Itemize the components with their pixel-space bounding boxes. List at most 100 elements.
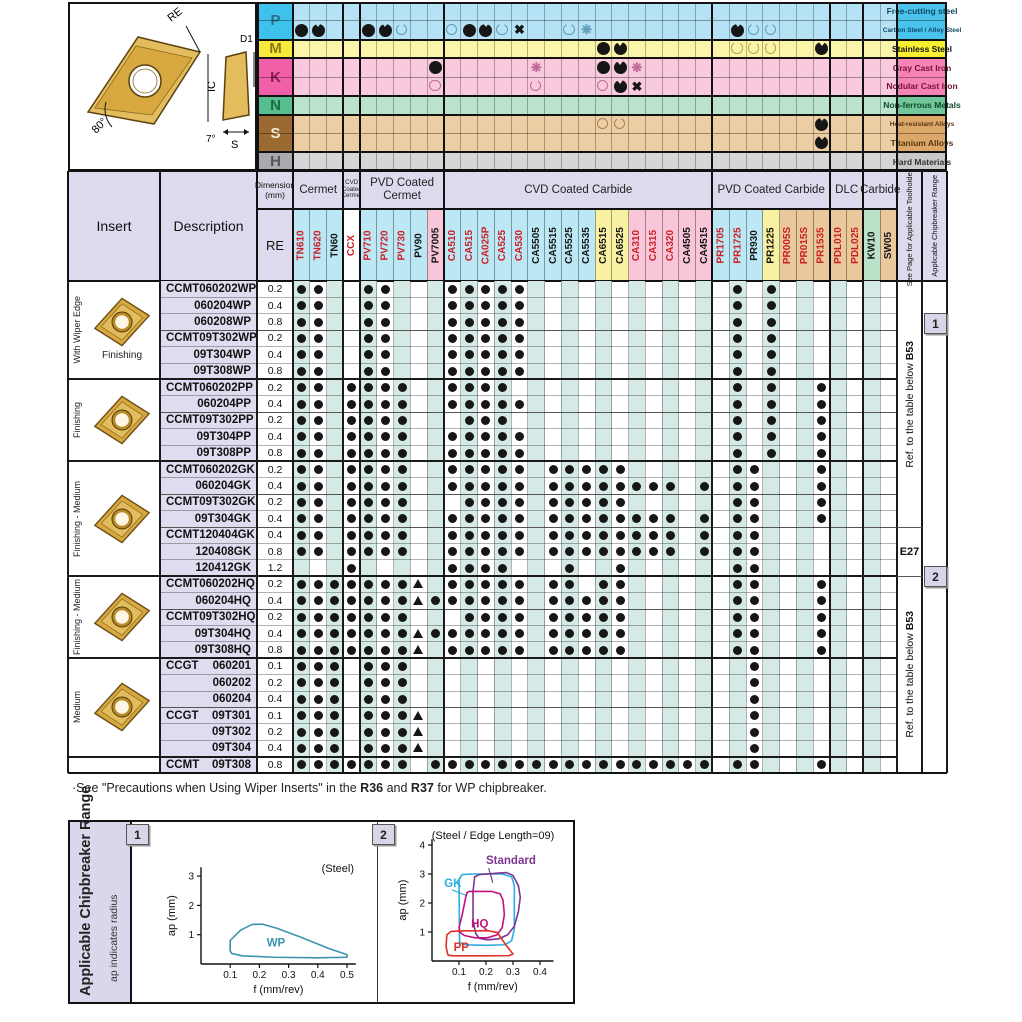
availability-dot [481,596,491,606]
grid-line [160,477,897,479]
footnote-text: ·See "Precautions when Using Wiper Inser… [72,781,361,795]
grade-column-header: PR015S [796,209,814,281]
availability-dot [447,465,457,475]
availability-dot [481,432,491,442]
availability-dot [330,760,340,770]
star-symbol: ✖ [631,78,643,94]
chipbreaker-range-chart: 1 2 3 4 0.1 0.2 0.3 0.4 f (mm/rev) ap (mm) (Steel … [378,822,573,1002]
availability-dot [447,760,457,770]
availability-dot [296,448,306,458]
availability-dot [733,415,743,425]
availability-dot [330,727,340,737]
row-re-value: 0.2 [267,611,283,624]
chart-text: 0.3 [506,967,520,978]
availability-dot [749,547,759,557]
availability-dot [498,497,508,507]
availability-dot [296,432,306,442]
chart-text: Standard [486,855,536,867]
group-divider [68,460,897,463]
insert-group-label: With Wiper Edge [69,281,85,379]
grid-line [812,2,814,171]
availability-dot [364,481,373,491]
availability-dot [565,481,575,491]
availability-triangle [413,743,424,753]
availability-dot [380,350,390,360]
row-re-value: 0.8 [267,758,283,771]
grid-line [493,2,495,171]
availability-dot [464,629,474,639]
availability-dot [481,350,491,360]
availability-dot [330,743,340,753]
availability-dot [481,448,491,458]
availability-dot [498,432,508,442]
availability-dot [481,547,491,557]
grade-name: PR930 [748,229,760,261]
grid-line [342,281,345,773]
grid-line [560,209,562,281]
grid-line [711,171,714,281]
grid-line [409,281,411,773]
availability-dot [481,629,491,639]
chart-text: 4 [419,841,425,852]
availability-dot [347,465,357,475]
row-description: 09T304GK [161,511,256,527]
grid-line [897,526,922,528]
grade-column-header: CA6515 [595,209,612,281]
see-page-note: E27 [897,527,922,576]
symbol-notch [616,59,625,65]
row-description-number: 120404GK [199,529,255,542]
availability-symbol [462,23,476,37]
availability-dot [733,547,743,557]
availability-dot [498,612,508,622]
availability-dot [515,596,524,606]
grid-line [846,2,848,171]
chart-text: ap (mm) [397,880,409,921]
availability-dot [666,514,675,524]
availability-dot [749,727,759,737]
availability-dot [296,530,306,540]
row-description-prefix: CCMT [166,414,200,427]
availability-dot [347,497,357,507]
grid-line [577,281,579,773]
row-description: CCMT 060202GK [161,461,256,477]
material-row-label: Non-ferrous Metals [883,95,961,115]
grid-line [256,281,258,773]
grid-line [611,2,613,171]
availability-dot [464,514,474,524]
symbol-notch [616,78,625,84]
row-description-prefix: CCMT [166,463,200,476]
row-re-value: 0.4 [267,512,283,525]
symbol-notch [766,41,775,47]
availability-dot [380,399,390,409]
grid-line [309,2,311,171]
availability-dot [733,530,743,540]
availability-dot [615,760,625,770]
availability-dot [598,465,608,475]
availability-dot [615,596,625,606]
availability-dot [565,629,575,639]
availability-dot [447,579,457,589]
availability-dot [364,448,373,458]
row-re-value: 0.4 [267,299,283,312]
availability-dot [515,432,524,442]
row-description-prefix: CCGT [166,660,199,673]
availability-dot [296,612,306,622]
see-page-note-strong: B53 [903,340,916,360]
availability-dot [515,301,524,311]
material-class-letter: S [270,124,281,142]
grid-line [611,281,613,773]
grade-column-header: CA510 [444,209,461,281]
availability-dot [733,366,743,376]
see-page-note-text: Ref. to the table below B53 [903,611,916,738]
row-description-prefix: CCMT [166,381,200,394]
row-re-value: 0.4 [267,348,283,361]
availability-dot [749,629,759,639]
availability-dot [749,596,759,606]
availability-dot [380,301,390,311]
grid-line [879,281,881,773]
availability-dot [397,579,407,589]
availability-dot [649,547,659,557]
availability-dot [296,629,306,639]
availability-dot [330,711,340,721]
availability-dot [481,497,491,507]
